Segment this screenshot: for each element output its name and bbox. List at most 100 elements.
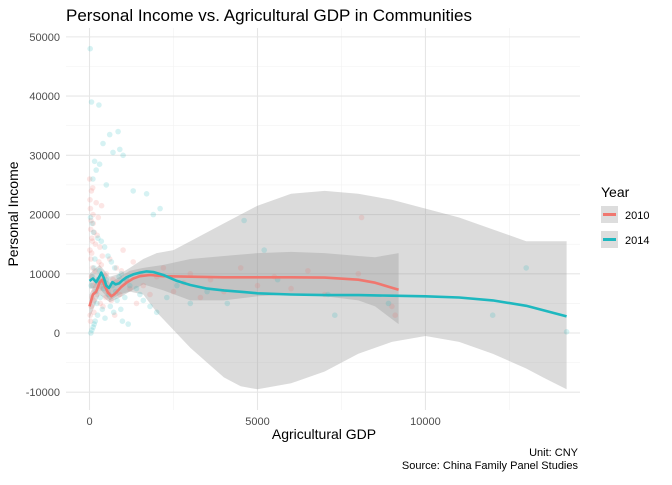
data-point-2014 bbox=[110, 309, 117, 316]
legend-label-2010: 2010 bbox=[625, 210, 649, 222]
data-point-2014 bbox=[96, 102, 102, 108]
data-point-2010 bbox=[87, 197, 93, 203]
data-point-2010 bbox=[87, 318, 94, 325]
data-point-2014 bbox=[96, 161, 103, 167]
y-tick-label: -10000 bbox=[26, 387, 60, 399]
data-point-2010 bbox=[170, 288, 177, 295]
legend-title: Year bbox=[601, 184, 630, 200]
data-point-2010 bbox=[140, 282, 147, 289]
y-axis-label: Personal Income bbox=[5, 161, 21, 266]
data-point-2014 bbox=[90, 229, 97, 236]
data-point-2010 bbox=[358, 214, 365, 221]
data-point-2014 bbox=[120, 152, 126, 159]
data-point-2014 bbox=[91, 265, 97, 271]
data-point-2014 bbox=[94, 300, 100, 307]
data-point-2014 bbox=[94, 312, 101, 319]
x-tick-label: 5000 bbox=[245, 416, 269, 428]
data-point-2014 bbox=[489, 312, 496, 319]
data-point-2010 bbox=[392, 312, 399, 319]
data-point-2010 bbox=[187, 271, 194, 277]
data-point-2010 bbox=[120, 247, 126, 253]
data-point-2014 bbox=[118, 271, 125, 277]
data-point-2010 bbox=[389, 303, 395, 310]
data-point-2010 bbox=[89, 265, 96, 271]
data-point-2010 bbox=[106, 256, 113, 262]
data-point-2010 bbox=[113, 265, 120, 271]
x-tick-label: 10000 bbox=[410, 416, 441, 428]
data-point-2010 bbox=[133, 300, 140, 307]
data-point-2014 bbox=[119, 318, 126, 325]
data-point-2010 bbox=[88, 256, 94, 262]
caption-unit: Unit: CNY bbox=[529, 447, 579, 459]
data-point-2010 bbox=[97, 244, 103, 250]
data-point-2014 bbox=[143, 191, 150, 197]
data-point-2010 bbox=[91, 229, 97, 236]
x-axis-ticks: 0 5000 10000 bbox=[86, 416, 440, 428]
data-point-2014 bbox=[99, 306, 106, 313]
y-tick-label: 40000 bbox=[29, 91, 60, 103]
confidence-band-2014 bbox=[89, 190, 567, 390]
data-point-2010 bbox=[91, 309, 97, 316]
data-point-2014 bbox=[102, 315, 108, 322]
data-point-2014 bbox=[261, 247, 268, 253]
data-point-2014 bbox=[91, 158, 98, 165]
data-point-2014 bbox=[125, 321, 131, 327]
data-point-2014 bbox=[103, 182, 110, 188]
data-point-2010 bbox=[87, 205, 94, 212]
data-point-2014 bbox=[523, 265, 529, 271]
data-point-2010 bbox=[90, 220, 96, 227]
data-point-2010 bbox=[160, 265, 167, 271]
y-tick-label: 10000 bbox=[29, 269, 60, 281]
data-point-2010 bbox=[355, 271, 362, 277]
data-point-2014 bbox=[101, 244, 108, 250]
caption-source: Source: China Family Panel Studies bbox=[402, 460, 579, 472]
data-point-2010 bbox=[88, 188, 95, 194]
data-point-2014 bbox=[563, 329, 570, 335]
data-point-2010 bbox=[96, 259, 102, 265]
data-point-2010 bbox=[117, 291, 123, 298]
data-point-2014 bbox=[92, 256, 98, 262]
data-point-2010 bbox=[147, 291, 153, 298]
data-point-2010 bbox=[98, 202, 105, 209]
data-point-2014 bbox=[88, 282, 94, 289]
data-point-2014 bbox=[88, 330, 94, 336]
data-point-2014 bbox=[90, 324, 96, 330]
data-point-2014 bbox=[91, 321, 97, 327]
data-point-2010 bbox=[88, 217, 94, 224]
data-point-2014 bbox=[114, 297, 120, 304]
data-point-2010 bbox=[288, 285, 294, 292]
data-point-2010 bbox=[92, 241, 99, 247]
data-point-2014 bbox=[106, 131, 113, 138]
data-point-2014 bbox=[122, 294, 128, 301]
data-point-2014 bbox=[187, 300, 194, 307]
data-point-2014 bbox=[117, 146, 123, 153]
data-point-2010 bbox=[305, 268, 311, 274]
data-point-2010 bbox=[95, 214, 102, 221]
data-point-2010 bbox=[89, 238, 96, 244]
data-point-2014 bbox=[332, 312, 338, 319]
data-point-2014 bbox=[105, 253, 111, 259]
data-point-2014 bbox=[87, 45, 93, 52]
data-point-2014 bbox=[224, 300, 231, 307]
data-point-2014 bbox=[118, 306, 124, 313]
data-point-2014 bbox=[137, 291, 143, 298]
smooth-lines bbox=[88, 270, 567, 318]
data-point-2014 bbox=[133, 285, 140, 292]
data-point-2010 bbox=[98, 262, 105, 268]
data-point-2014 bbox=[150, 211, 157, 218]
data-point-2014 bbox=[87, 214, 94, 221]
data-point-2014 bbox=[147, 303, 153, 310]
data-point-2010 bbox=[87, 247, 93, 253]
data-point-2014 bbox=[110, 149, 116, 156]
data-point-2010 bbox=[94, 232, 100, 239]
data-point-2010 bbox=[90, 282, 96, 289]
data-point-2014 bbox=[164, 294, 170, 301]
data-point-2014 bbox=[174, 282, 180, 289]
data-point-2014 bbox=[127, 282, 133, 289]
data-point-2010 bbox=[92, 268, 98, 274]
data-point-2010 bbox=[237, 265, 244, 271]
data-point-2010 bbox=[127, 285, 133, 292]
data-point-2010 bbox=[89, 185, 96, 191]
data-point-2014 bbox=[89, 220, 95, 227]
